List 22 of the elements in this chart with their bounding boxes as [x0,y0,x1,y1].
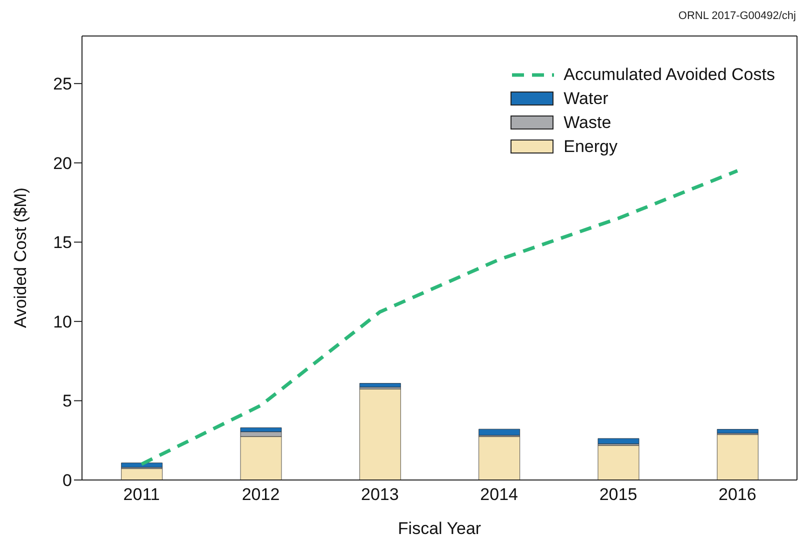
y-tick-label: 0 [62,471,72,490]
x-axis-title: Fiscal Year [398,519,482,538]
line-series [140,169,740,466]
x-tick-label: 2015 [599,485,638,504]
x-tick-label: 2016 [718,485,756,504]
y-axis-title: Avoided Cost ($M) [11,188,30,328]
y-tick-label: 15 [53,233,72,252]
legend-label: Water [564,88,608,110]
x-tick-label: 2014 [480,485,518,504]
x-tick-label: 2012 [242,485,280,504]
legend-label: Accumulated Avoided Costs [564,64,775,86]
text: ORNL 2017-G00492/chj [678,10,796,22]
legend-label: Energy [564,136,618,158]
x-tick-label: 2011 [123,485,160,504]
y-tick-label: 5 [62,392,72,411]
bar [359,383,401,388]
y-tick-label: 20 [53,154,72,173]
y-tick-label: 10 [53,312,72,332]
bar [598,438,640,444]
y-tick-label: 25 [53,74,72,94]
legend-label: Waste [564,112,612,134]
x-tick-label: 2013 [361,485,399,504]
